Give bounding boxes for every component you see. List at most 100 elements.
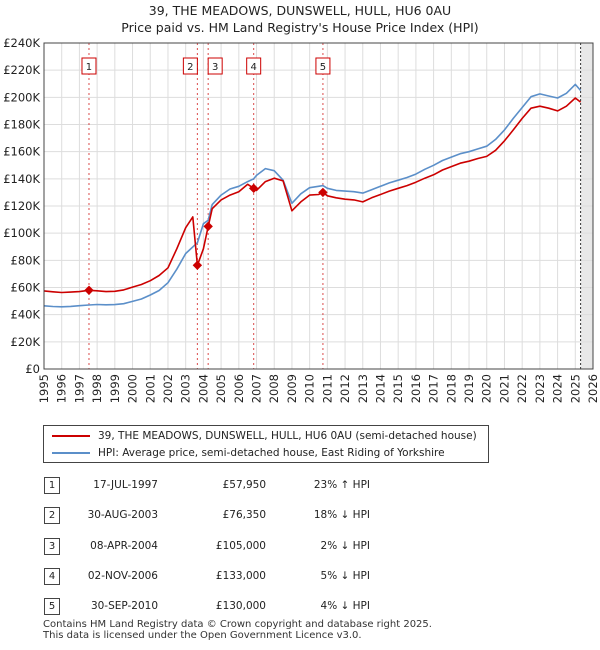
x-tick-label: 2011 <box>320 374 334 403</box>
x-tick-label: 2003 <box>179 374 193 403</box>
y-tick-label: £240K <box>3 36 40 50</box>
hpi-compare: 2% ↓ HPI <box>320 540 370 552</box>
sale-number-label: 1 <box>86 62 92 73</box>
x-tick-label: 2021 <box>497 374 511 403</box>
y-tick-label: £140K <box>3 172 40 186</box>
x-tick-label: 2015 <box>391 374 405 403</box>
x-tick-label: 2025 <box>568 374 582 403</box>
x-tick-label: 2001 <box>143 374 157 403</box>
chart-title: 39, THE MEADOWS, DUNSWELL, HULL, HU6 0AU <box>148 3 452 18</box>
sale-price: £133,000 <box>215 570 266 582</box>
marker-number: 2 <box>44 507 60 524</box>
x-tick-label: 1999 <box>108 374 122 403</box>
sale-date: 30-SEP-2010 <box>90 600 158 612</box>
sale-number-label: 4 <box>250 62 256 73</box>
y-tick-label: £40K <box>11 308 41 322</box>
sale-number-box <box>81 57 97 75</box>
footer-licence: This data is licensed under the Open Gov… <box>43 630 362 641</box>
chart-subtitle: Price paid vs. HM Land Registry's House … <box>121 20 479 35</box>
x-tick-label: 2024 <box>551 374 565 403</box>
sale-price: £76,350 <box>222 509 266 521</box>
x-tick-label: 1995 <box>37 374 51 403</box>
x-tick-label: 2007 <box>250 374 264 403</box>
marker-number: 3 <box>44 538 60 555</box>
x-tick-label: 2000 <box>126 374 140 403</box>
y-tick-label: £120K <box>3 199 40 213</box>
sale-price: £130,000 <box>215 600 266 612</box>
marker-number: 5 <box>44 598 60 615</box>
sale-number-box <box>246 57 262 75</box>
sale-number-box <box>182 57 198 75</box>
x-tick-label: 2016 <box>409 374 423 403</box>
y-tick-label: £0 <box>25 362 40 376</box>
footer-copyright: Contains HM Land Registry data © Crown c… <box>43 619 432 630</box>
x-tick-label: 1996 <box>55 374 69 403</box>
marker-number: 1 <box>44 477 60 494</box>
hpi-compare: 4% ↓ HPI <box>320 600 370 612</box>
x-tick-label: 2005 <box>214 374 228 403</box>
legend-label-property: 39, THE MEADOWS, DUNSWELL, HULL, HU6 0AU… <box>98 430 477 442</box>
x-tick-label: 2022 <box>515 374 529 403</box>
table-row: 1 17-JUL-1997 £57,950 23% ↑ HPI <box>0 477 600 495</box>
y-tick-label: £180K <box>3 118 40 132</box>
plot-border <box>43 42 594 370</box>
legend-item-hpi: HPI: Average price, semi-detached house,… <box>52 445 445 461</box>
sale-point <box>192 260 203 270</box>
hpi-compare: 5% ↓ HPI <box>320 570 370 582</box>
sale-date: 02-NOV-2006 <box>87 570 158 582</box>
legend-swatch-property <box>52 435 90 437</box>
x-tick-label: 2013 <box>356 374 370 403</box>
sale-date: 08-APR-2004 <box>90 540 158 552</box>
x-tick-label: 2008 <box>267 374 281 403</box>
y-tick-label: £160K <box>3 145 40 159</box>
sale-point <box>203 221 213 232</box>
x-tick-label: 2018 <box>444 374 458 403</box>
price-paid-line <box>43 97 582 294</box>
table-row: 5 30-SEP-2010 £130,000 4% ↓ HPI <box>0 598 600 616</box>
sale-price: £57,950 <box>222 479 266 491</box>
sale-number-label: 2 <box>187 62 193 73</box>
x-tick-label: 2023 <box>533 374 547 403</box>
x-tick-label: 2026 <box>586 374 600 403</box>
x-tick-label: 2020 <box>480 374 494 403</box>
y-tick-label: £100K <box>3 226 40 240</box>
x-tick-label: 2009 <box>285 374 299 403</box>
sale-number-box <box>207 57 223 75</box>
x-tick-label: 2014 <box>373 374 387 403</box>
legend-item-property: 39, THE MEADOWS, DUNSWELL, HULL, HU6 0AU… <box>52 428 477 444</box>
sale-number-label: 3 <box>212 62 218 73</box>
price-chart: £0 £20K £40K £60K £80K £100K £120K £140K £160K £1… <box>3 36 600 403</box>
x-tick-label: 2004 <box>196 374 210 403</box>
marker-number: 4 <box>44 568 60 585</box>
sale-point <box>248 183 259 194</box>
x-tick-label: 1998 <box>90 374 104 403</box>
table-row: 4 02-NOV-2006 £133,000 5% ↓ HPI <box>0 568 600 586</box>
legend: 39, THE MEADOWS, DUNSWELL, HULL, HU6 0AU… <box>43 425 489 463</box>
table-row: 2 30-AUG-2003 £76,350 18% ↓ HPI <box>0 507 600 525</box>
x-tick-label: 2017 <box>427 374 441 403</box>
sale-number-box <box>315 57 331 75</box>
table-row: 3 08-APR-2004 £105,000 2% ↓ HPI <box>0 538 600 556</box>
x-tick-label: 2006 <box>232 374 246 403</box>
sale-date: 30-AUG-2003 <box>87 509 158 521</box>
sale-point <box>84 285 94 295</box>
hpi-line <box>43 83 582 308</box>
legend-label-hpi: HPI: Average price, semi-detached house,… <box>98 447 445 459</box>
sale-date: 17-JUL-1997 <box>93 479 158 491</box>
sale-number-label: 5 <box>320 62 326 73</box>
sale-price: £105,000 <box>215 540 266 552</box>
hpi-compare: 23% ↑ HPI <box>313 479 370 491</box>
y-tick-label: £220K <box>3 63 40 77</box>
hpi-compare: 18% ↓ HPI <box>313 509 370 521</box>
x-tick-label: 1997 <box>72 374 86 403</box>
x-tick-label: 2010 <box>303 374 317 403</box>
x-tick-label: 2012 <box>338 374 352 403</box>
legend-swatch-hpi <box>52 452 90 454</box>
y-tick-label: £60K <box>11 281 41 295</box>
x-tick-label: 2019 <box>462 374 476 403</box>
sale-point <box>318 187 328 198</box>
y-tick-label: £200K <box>3 90 40 104</box>
x-tick-label: 2002 <box>161 374 175 403</box>
y-tick-label: £80K <box>11 253 41 267</box>
y-tick-label: £20K <box>11 335 41 349</box>
